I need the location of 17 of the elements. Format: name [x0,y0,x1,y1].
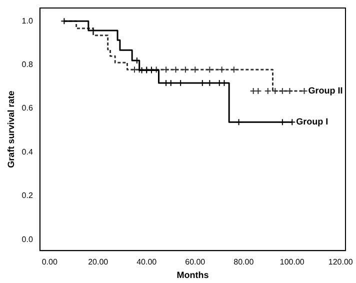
x-axis-title: Months [176,270,209,280]
y-tick-label: 0.4 [22,147,34,156]
y-tick-label: 0.8 [22,60,34,70]
y-tick-label: 0.2 [22,191,34,200]
x-tick-label: 120.00 [328,258,354,267]
y-tick-label: 1.0 [22,16,34,26]
x-tick-label: 60.00 [185,258,206,267]
series-label: Group II [308,86,343,96]
y-tick-label: 0.0 [22,234,34,244]
x-tick-label: 100.00 [280,258,305,267]
y-axis-title: Graft survival rate [6,90,16,168]
x-tick-label: 80.00 [234,258,254,267]
x-tick-label: 40.00 [136,258,158,267]
x-tick-label: 0.00 [42,258,58,267]
y-tick-label: 0.6 [22,104,34,113]
x-tick-label: 20.00 [88,258,109,267]
series-label: Group I [296,116,328,127]
